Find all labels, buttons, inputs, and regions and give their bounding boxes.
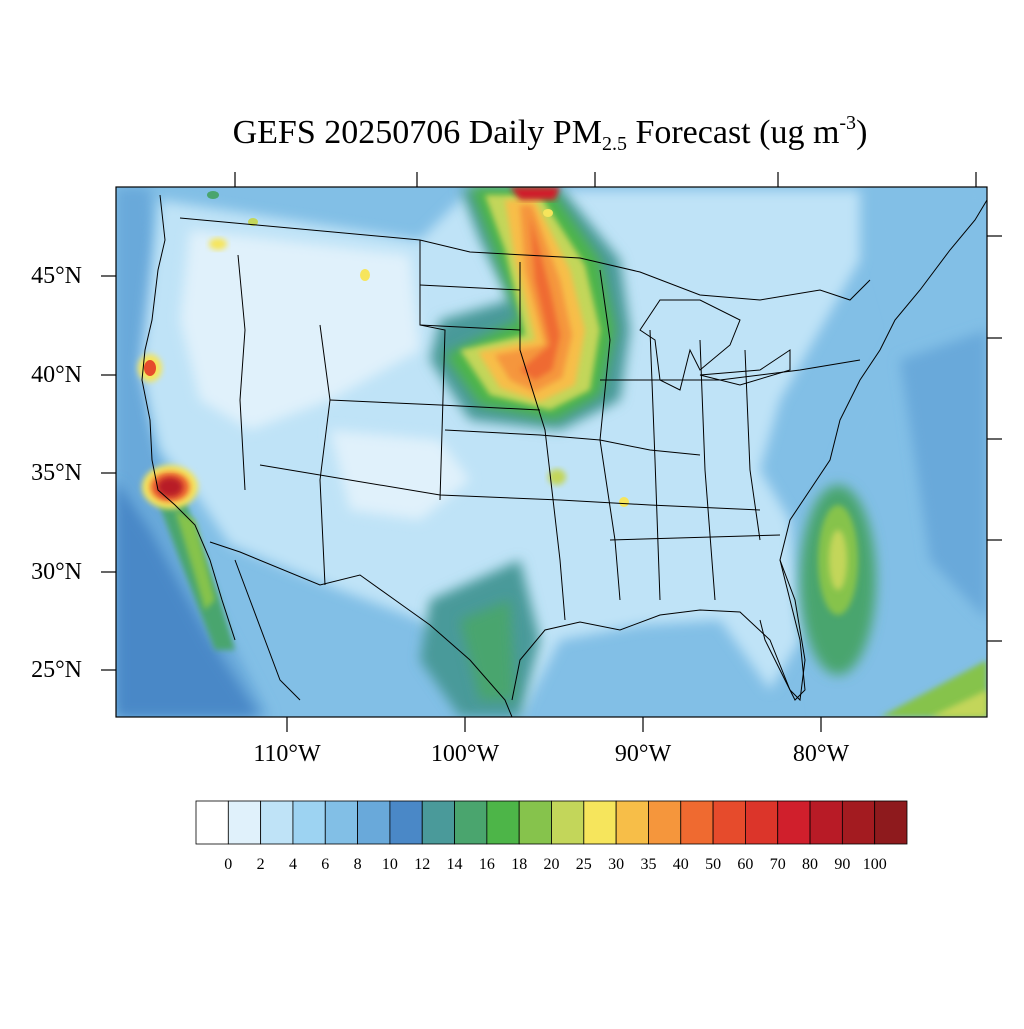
map-title: GEFS 20250706 Daily PM2.5 Forecast (ug m… (0, 112, 1024, 156)
colorbar-label: 20 (543, 856, 560, 873)
colorbar-label: 50 (705, 856, 722, 873)
colorbar-label: 35 (640, 856, 657, 873)
title-prefix: GEFS 20250706 Daily PM (232, 114, 602, 151)
pacific-deep-region (116, 480, 260, 717)
map-field (116, 187, 987, 717)
lon-label-90w: 90°W (614, 741, 672, 767)
southwest-clean (330, 430, 470, 520)
state-border-11 (744, 349, 761, 541)
northern-california-hotspot (138, 354, 162, 382)
state-border-1 (237, 254, 246, 491)
colorbar-label: 60 (737, 856, 754, 873)
colorbar-label: 16 (478, 856, 495, 873)
state-border-2 (319, 324, 331, 586)
colorbar-box (648, 800, 682, 845)
colorbar-label: 6 (321, 856, 330, 873)
colorbar-label: 4 (289, 856, 297, 873)
minor-hotspots (207, 191, 629, 507)
great-lakes-line-2 (699, 349, 791, 386)
lon-label-80w: 80°W (792, 741, 850, 767)
colorbar-box (841, 800, 876, 845)
atlantic-deep-region (900, 330, 987, 620)
great-lakes-line (639, 299, 741, 391)
colorbar-box (680, 800, 714, 845)
title-middle: Forecast (ug m (626, 114, 840, 151)
state-border-7 (519, 262, 566, 621)
colorbar-box (260, 800, 294, 845)
mexico-border (209, 541, 513, 717)
colorbar-label: 100 (862, 856, 887, 873)
northern-plains-plume (430, 187, 630, 430)
colorbar (195, 800, 908, 845)
colorbar-box (615, 800, 649, 845)
gulf-coast-line (511, 199, 987, 702)
colorbar-label: 10 (381, 856, 398, 873)
colorbar-box (745, 800, 779, 845)
lat-label-40: 40°N (31, 362, 82, 388)
colorbar-box (195, 800, 229, 845)
map-frame (115, 186, 988, 718)
state-border-15 (609, 534, 781, 541)
lon-label-110w: 110°W (253, 741, 321, 767)
colorbar-box (389, 800, 423, 845)
west-coast-line (141, 194, 236, 641)
title-suffix: ) (856, 114, 868, 151)
colorbar-box (551, 800, 585, 845)
colorbar-box (583, 800, 617, 845)
colorbar-box (421, 800, 455, 845)
colorbar-label: 25 (575, 856, 592, 873)
colorbar-label: 40 (672, 856, 689, 873)
colorbar-box (874, 800, 908, 845)
colorbar-box (712, 800, 746, 845)
state-border-5 (329, 399, 541, 411)
title-superscript: -3 (839, 112, 857, 134)
state-border-10 (699, 339, 716, 601)
lat-label-45: 45°N (31, 263, 82, 289)
canada-border (179, 217, 871, 301)
colorbar-label: 8 (353, 856, 362, 873)
colorbar-box (777, 800, 811, 845)
texas-coastal-core (460, 600, 515, 700)
colorbar-label: 90 (834, 856, 851, 873)
florida-outline (759, 559, 806, 701)
state-border-9 (649, 329, 661, 601)
colorbar-box (227, 800, 262, 845)
state-border-3 (419, 240, 446, 501)
lat-label-35: 35°N (31, 460, 82, 486)
state-border-12 (419, 324, 521, 331)
colorbar-box (454, 800, 488, 845)
state-border-6 (259, 464, 761, 511)
state-border-8 (599, 269, 621, 601)
colorbar-label: 12 (414, 856, 431, 873)
colorbar-label: 2 (256, 856, 265, 873)
title-subscript: 2.5 (601, 133, 627, 155)
colorbar-box (292, 800, 326, 845)
state-border-13 (419, 284, 521, 291)
colorbar-label: 18 (511, 856, 528, 873)
map-ticks (101, 172, 1002, 732)
caribbean-core (930, 690, 987, 717)
lat-label-25: 25°N (31, 657, 82, 683)
colorbar-label: 14 (446, 856, 463, 873)
southern-california-hotspot (142, 465, 198, 509)
california-coastal-core (175, 510, 215, 610)
lat-label-30: 30°N (31, 559, 82, 585)
baja-coast-line (234, 559, 301, 701)
colorbar-label: 80 (802, 856, 818, 873)
colorbar-box (809, 800, 843, 845)
lon-label-100w: 100°W (430, 741, 500, 767)
geo-lines (141, 194, 987, 717)
colorbar-box (486, 800, 520, 845)
colorbar-label: 0 (224, 856, 233, 873)
gulf-stream-core (829, 530, 847, 590)
colorbar-label: 30 (608, 856, 625, 873)
colorbar-label: 70 (769, 856, 786, 873)
colorbar-box (518, 800, 552, 845)
colorbar-box (324, 800, 358, 845)
colorbar-box (357, 800, 391, 845)
